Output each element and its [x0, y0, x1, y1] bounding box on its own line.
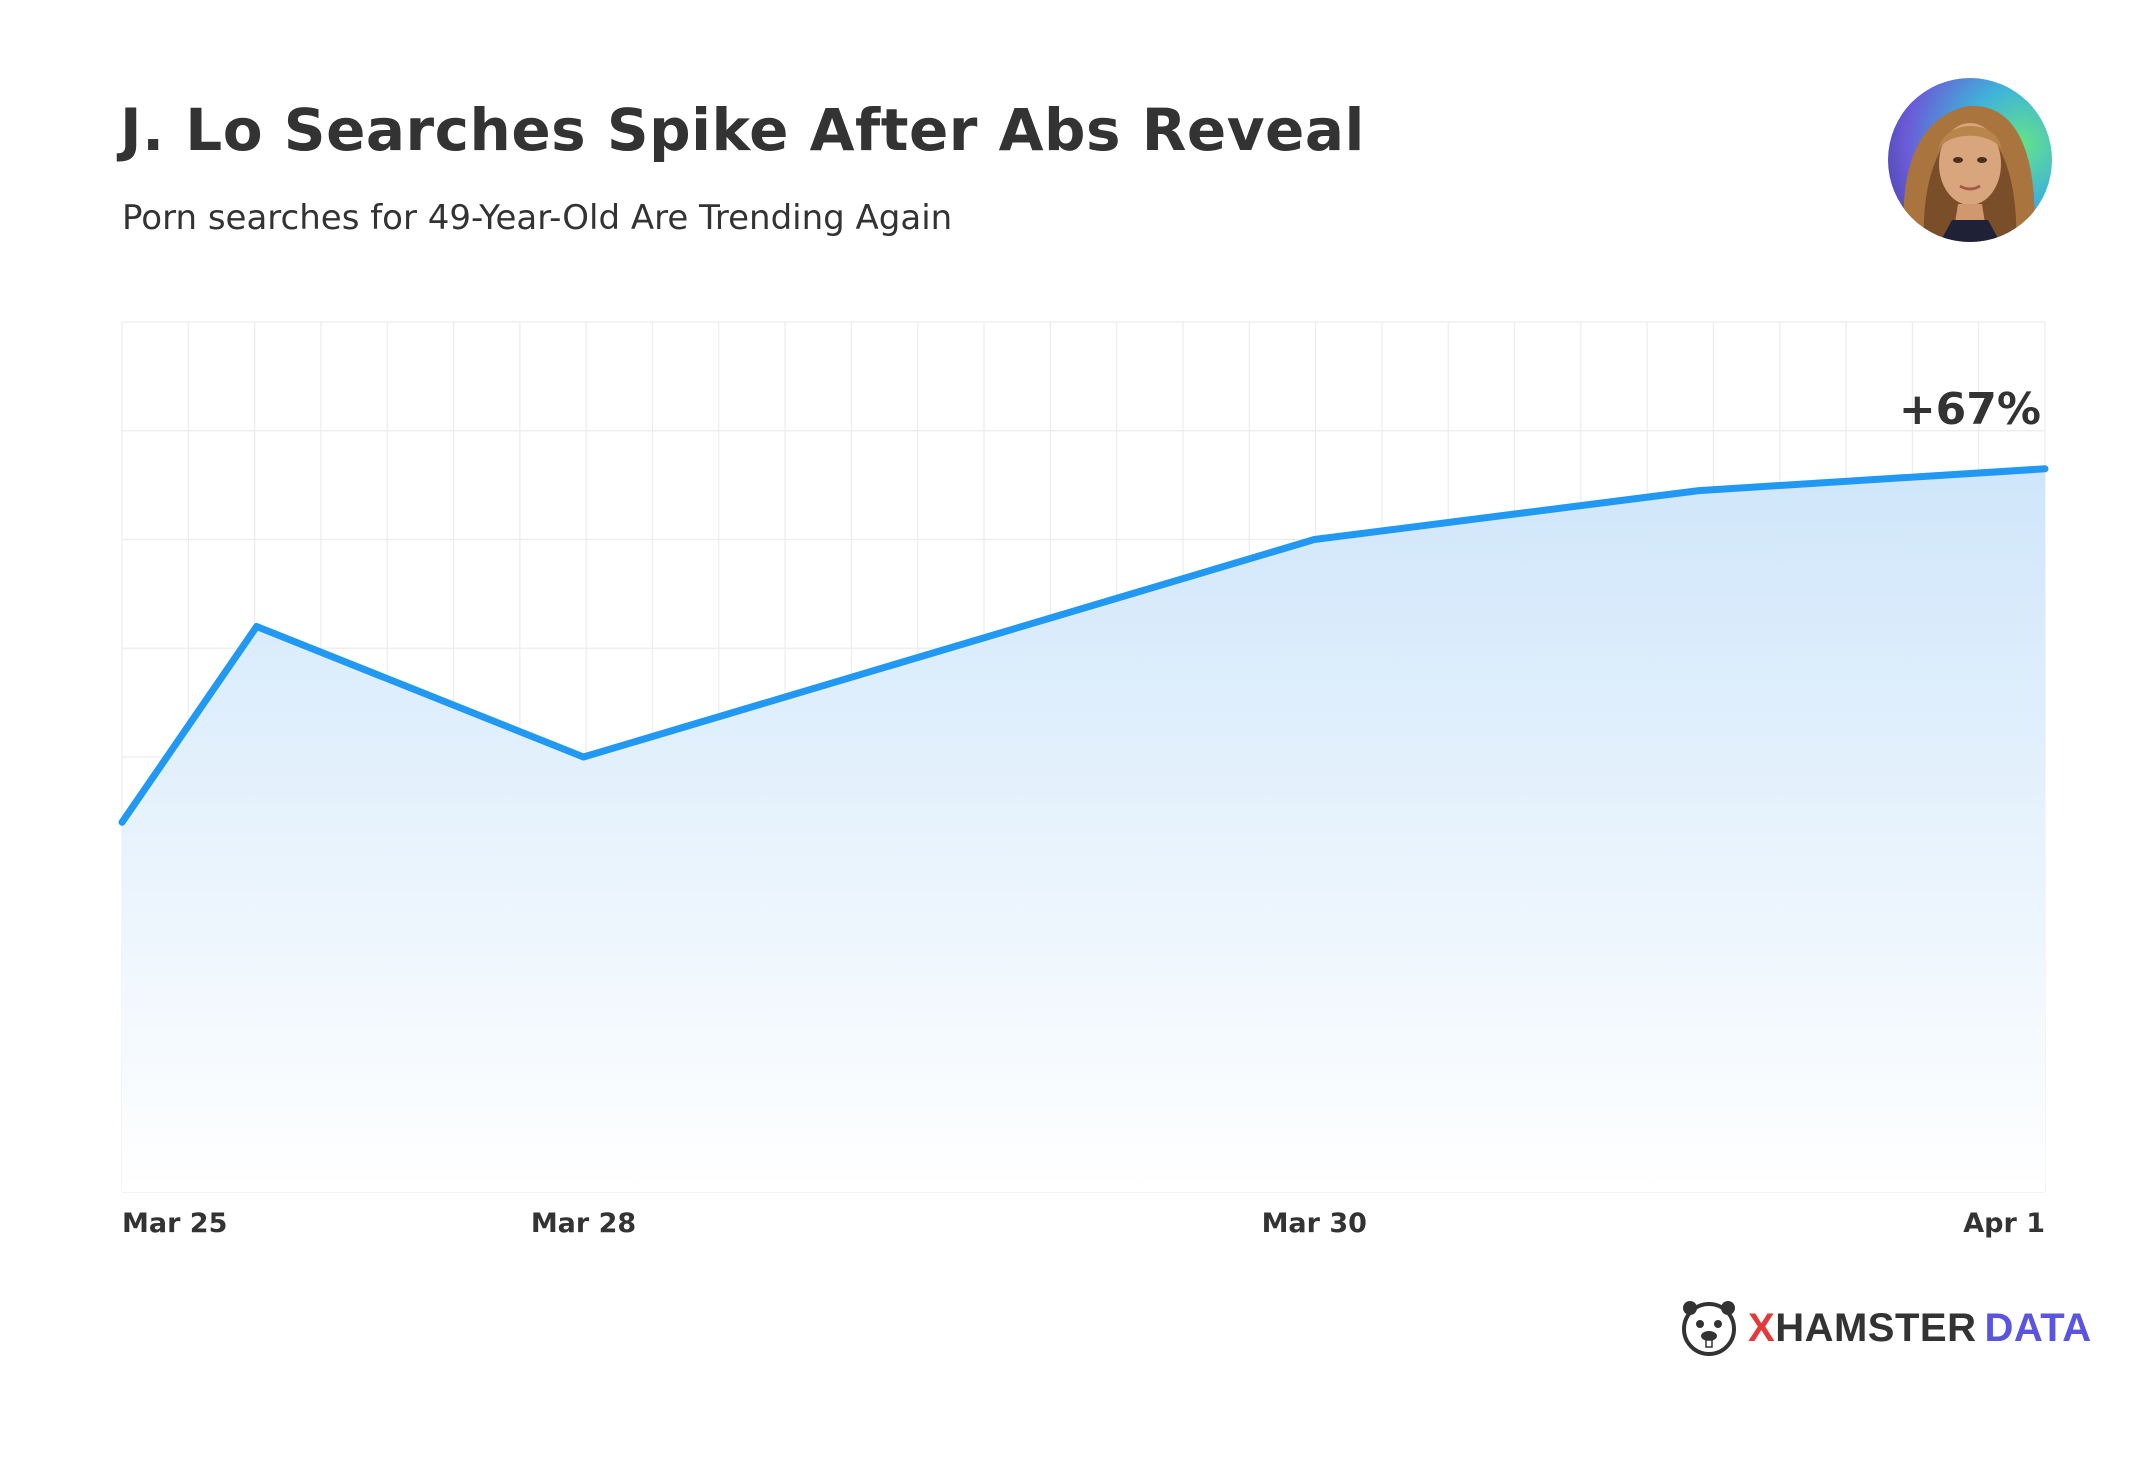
chart-title: J. Lo Searches Spike After Abs Reveal — [120, 96, 1365, 164]
x-tick-label: Apr 1 — [1963, 1208, 2045, 1239]
brand-x: X — [1748, 1306, 1776, 1350]
x-tick-label: Mar 28 — [531, 1208, 636, 1239]
brand-data: DATA — [1984, 1306, 2092, 1350]
hamster-icon — [1682, 1301, 1736, 1356]
portrait-image — [1903, 105, 2035, 242]
brand-wordmark: XHAMSTER DATA — [1748, 1306, 2092, 1351]
change-annotation: +67% — [1899, 384, 2041, 435]
chart-subtitle: Porn searches for 49-Year-Old Are Trendi… — [122, 198, 953, 238]
x-tick-label: Mar 25 — [122, 1208, 227, 1239]
xhamster-data-logo: XHAMSTER DATA — [1678, 1296, 2091, 1366]
brand-hamster: HAMSTER — [1775, 1306, 1977, 1350]
x-tick-label: Mar 30 — [1262, 1208, 1367, 1239]
series-area — [122, 468, 2045, 1192]
celebrity-avatar — [1888, 78, 2052, 242]
series-line — [118, 465, 2049, 826]
